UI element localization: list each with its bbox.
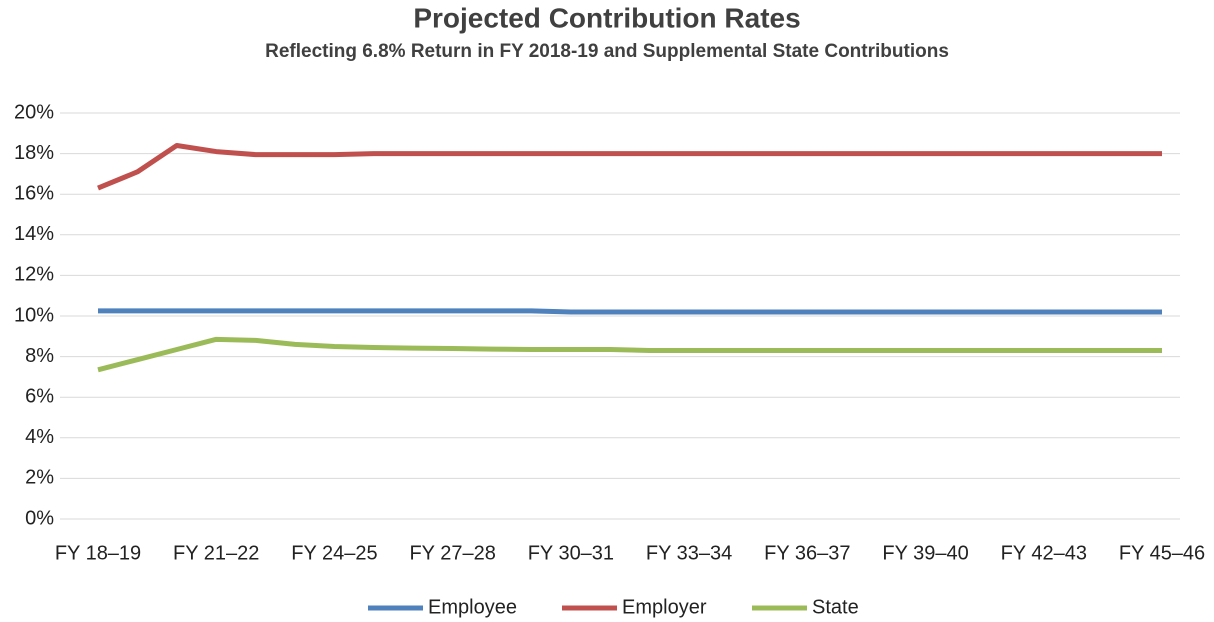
- x-tick-label: FY 45–46: [1119, 542, 1205, 564]
- series-line: [97, 336, 1162, 373]
- y-tick-label: 14%: [14, 223, 54, 245]
- series-line: [97, 142, 1162, 191]
- y-tick-label: 6%: [25, 385, 54, 407]
- x-tick-label: FY 30–31: [528, 542, 614, 564]
- x-tick-label: FY 33–34: [646, 542, 732, 564]
- y-tick-label: 20%: [14, 101, 54, 123]
- y-tick-label: 10%: [14, 304, 54, 326]
- y-tick-label: 18%: [14, 142, 54, 164]
- x-tick-label: FY 27–28: [409, 542, 495, 564]
- chart-subtitle: Reflecting 6.8% Return in FY 2018-19 and…: [265, 41, 949, 62]
- x-tick-label: FY 36–37: [764, 542, 850, 564]
- chart-title: Projected Contribution Rates: [413, 2, 800, 33]
- x-tick-label: FY 39–40: [882, 542, 968, 564]
- y-tick-label: 8%: [25, 345, 54, 367]
- y-tick-label: 4%: [25, 426, 54, 448]
- x-tick-label: FY 24–25: [291, 542, 377, 564]
- legend-label: Employer: [622, 596, 707, 618]
- x-tick-label: FY 42–43: [1001, 542, 1087, 564]
- series-line: [98, 308, 1162, 315]
- x-tick-label: FY 21–22: [173, 542, 259, 564]
- legend-label: State: [812, 596, 859, 618]
- y-tick-label: 12%: [14, 264, 54, 286]
- y-tick-label: 2%: [25, 467, 54, 489]
- y-tick-label: 0%: [25, 507, 54, 529]
- y-tick-label: 16%: [14, 182, 54, 204]
- x-tick-label: FY 18–19: [55, 542, 141, 564]
- legend-label: Employee: [428, 596, 517, 618]
